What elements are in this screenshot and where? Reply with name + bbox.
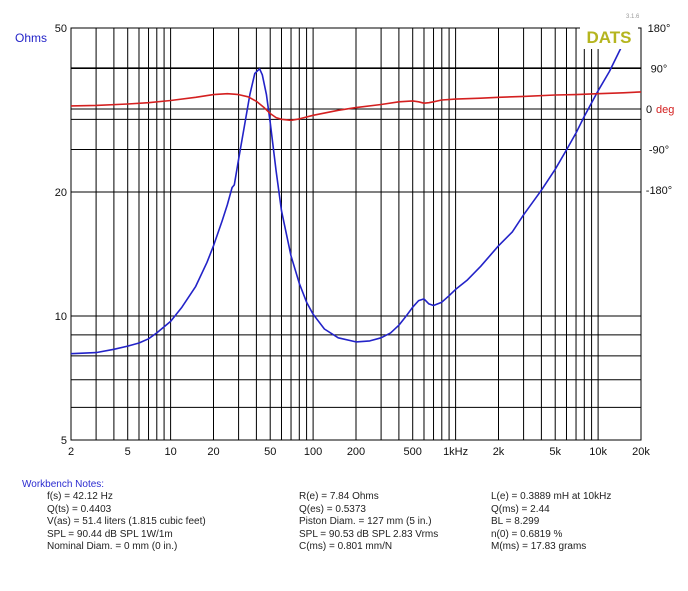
notes-column-1: f(s) = 42.12 Hz Q(ts) = 0.4403 V(as) = 5… bbox=[47, 491, 206, 554]
y-left-axis-label: Ohms bbox=[15, 31, 47, 45]
note-spl-1w: SPL = 90.44 dB SPL 1W/1m bbox=[47, 528, 173, 540]
app-version: 3.1.6 bbox=[626, 14, 640, 20]
note-qms: Q(ms) = 2.44 bbox=[491, 503, 550, 515]
note-re: R(e) = 7.84 Ohms bbox=[299, 491, 379, 502]
x-tick-label: 10k bbox=[589, 446, 607, 458]
note-spl-283v: SPL = 90.53 dB SPL 2.83 Vrms bbox=[299, 528, 439, 540]
x-tick-label: 5k bbox=[549, 446, 561, 458]
x-tick-label: 2 bbox=[68, 446, 74, 458]
phase-curve bbox=[70, 91, 642, 122]
y-right-tick-label: 180° bbox=[648, 23, 671, 35]
note-le: L(e) = 0.3889 mH at 10kHz bbox=[491, 491, 612, 502]
x-tick-label: 20 bbox=[207, 446, 219, 458]
x-tick-label: 10 bbox=[164, 446, 176, 458]
note-qts: Q(ts) = 0.4403 bbox=[47, 503, 112, 515]
dats-logo-background bbox=[580, 27, 638, 49]
dats-logo: DATS bbox=[586, 28, 631, 47]
note-bl: BL = 8.299 bbox=[491, 516, 540, 527]
note-qes: Q(es) = 0.5373 bbox=[299, 503, 366, 515]
note-piston-diam: Piston Diam. = 127 mm (5 in.) bbox=[299, 516, 432, 527]
note-cms: C(ms) = 0.801 mm/N bbox=[299, 541, 393, 552]
y-left-tick-label: 10 bbox=[55, 311, 67, 323]
notes-column-2: R(e) = 7.84 Ohms Q(es) = 0.5373 Piston D… bbox=[299, 491, 438, 554]
impedance-curve bbox=[70, 34, 628, 355]
y-left-tick-label: 20 bbox=[55, 187, 67, 199]
y-right-axis-label: deg bbox=[656, 104, 674, 116]
x-tick-label: 200 bbox=[347, 446, 365, 458]
y-left-tick-label: 50 bbox=[55, 23, 67, 35]
y-right-tick-label: 90° bbox=[651, 64, 668, 76]
x-tick-label: 5 bbox=[125, 446, 131, 458]
note-mms: M(ms) = 17.83 grams bbox=[491, 541, 587, 552]
note-nominal-diam: Nominal Diam. = 0 mm (0 in.) bbox=[47, 541, 178, 552]
notes-column-3: L(e) = 0.3889 mH at 10kHz Q(ms) = 2.44 B… bbox=[491, 491, 611, 554]
x-tick-label: 500 bbox=[404, 446, 422, 458]
note-n0: n(0) = 0.6819 % bbox=[491, 528, 563, 540]
y-right-tick-label: -180° bbox=[646, 185, 672, 197]
x-tick-label: 2k bbox=[493, 446, 505, 458]
x-tick-label: 20k bbox=[632, 446, 650, 458]
workbench-notes-heading: Workbench Notes: bbox=[22, 479, 105, 490]
x-tick-label: 100 bbox=[304, 446, 322, 458]
y-right-tick-label: -90° bbox=[649, 145, 669, 157]
y-left-tick-label: 5 bbox=[61, 435, 67, 447]
note-fs: f(s) = 42.12 Hz bbox=[47, 491, 113, 502]
note-vas: V(as) = 51.4 liters (1.815 cubic feet) bbox=[47, 516, 206, 527]
chart-labels: 2 5 10 20 50 100 200 500 1kHz 2k 5k 10k 20k5102050Oh… bbox=[15, 23, 674, 458]
chart-grid bbox=[70, 27, 642, 441]
y-right-tick-label: 0 bbox=[646, 104, 652, 116]
x-tick-label: 50 bbox=[264, 446, 276, 458]
chart-curves bbox=[70, 34, 642, 355]
x-tick-label: 1kHz bbox=[443, 446, 468, 458]
